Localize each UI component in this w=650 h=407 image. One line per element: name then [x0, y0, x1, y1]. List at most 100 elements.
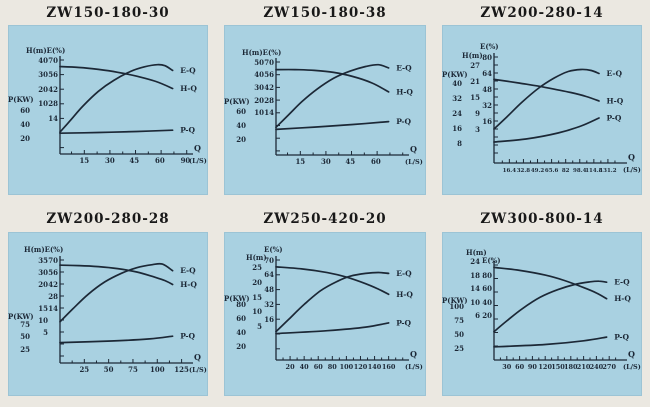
x-axis-tick-label: 45: [345, 157, 355, 166]
h-axis-tick-label: 40: [254, 70, 264, 80]
e-axis-tick-label: 80: [482, 270, 492, 280]
chart-panel: E(%) H(m) 70 25 64 20 48 15 32 10 16 5 P(KW) 80 60 40 20…: [224, 232, 426, 396]
p-axis-header: P(KW): [442, 296, 468, 305]
p-axis-tick-label: 20: [236, 341, 246, 351]
curve-label: E-Q: [607, 69, 623, 78]
p-axis-tick-label: 20: [236, 134, 246, 144]
h-axis-tick-label: 18: [470, 270, 480, 280]
e-axis-tick-label: 56: [48, 70, 58, 80]
h-axis-tick-label: 15: [470, 92, 480, 102]
curve-label: E-Q: [396, 63, 412, 72]
plot-area: 15 30 45 60 90(L/S) Q H-Q E-Q P-Q: [59, 56, 207, 165]
e-axis-tick-label: 48: [482, 84, 492, 94]
eq-curve: [275, 271, 390, 333]
e-axis-tick-label: 70: [264, 57, 274, 67]
h-axis-tick-label: 27: [470, 60, 480, 70]
p-axis-header: P(KW): [224, 294, 250, 303]
p-axis-header: P(KW): [442, 70, 468, 79]
curve-label: E-Q: [396, 269, 412, 278]
x-axis-tick-label: 100: [150, 365, 165, 374]
pq-curve: [493, 336, 608, 348]
x-axis-unit-label: (L/S): [189, 366, 207, 374]
x-axis-tick-label: 240: [590, 363, 604, 371]
hq-curve: [493, 266, 608, 300]
e-axis-tick-label: 70: [48, 255, 58, 265]
eq-curve: [493, 280, 608, 333]
chart-cell: ZW150-180-38 H(m)E(%) 50 70 40 56 30 42 20 28 10 1…: [216, 0, 434, 200]
chart-title: ZW250-420-20: [263, 211, 387, 227]
p-axis-header: P(KW): [8, 312, 34, 321]
curve-label: H-Q: [180, 280, 197, 289]
x-axis-tick-label: 60: [155, 156, 165, 165]
p-axis-tick-label: 16: [452, 123, 462, 133]
x-axis-tick-label: 114.8: [585, 168, 602, 174]
q-axis-label: Q: [628, 152, 635, 162]
h-axis-tick-label: 10: [252, 307, 262, 317]
p-axis-tick-label: 80: [236, 299, 246, 309]
chart-panel: H(m) E(%) 24 18 80 14 60 10 40 6 20 P(KW) 100 75 50 25 3…: [442, 232, 642, 396]
x-axis-tick-label: 60: [371, 157, 381, 166]
h-axis-tick-label: 20: [252, 277, 262, 287]
curve-label: H-Q: [607, 97, 624, 106]
pq-curve: [59, 129, 174, 135]
p-axis-tick-label: 60: [236, 106, 246, 116]
x-axis-tick-label: 98.4: [573, 168, 587, 174]
pq-curve: [275, 322, 390, 335]
h-axis-tick-label: 15: [38, 303, 48, 313]
q-axis-label: Q: [410, 144, 417, 154]
hq-curve: [493, 78, 600, 102]
axis-header: H(m)E(%): [26, 46, 66, 55]
curve-label: P-Q: [614, 333, 629, 342]
x-axis-tick-label: 82: [562, 168, 570, 174]
e-axis-tick-label: 16: [482, 116, 492, 126]
curve-label: E-Q: [180, 66, 196, 75]
plot-area: 20 40 60 80 100 120 140 160 (L/S) Q H-Q E-Q P-Q: [275, 256, 423, 371]
x-axis-tick-label: 25: [79, 365, 89, 374]
p-axis-tick-label: 32: [452, 93, 462, 103]
chart-cell: ZW250-420-20 E(%) H(m) 70 25 64 20 48 15 32 10 16 5…: [216, 200, 434, 407]
h-axis-tick-label: 10: [38, 99, 48, 109]
axis-header: H(m): [246, 253, 267, 262]
h-axis-tick-label: 30: [254, 82, 264, 92]
x-axis-tick-label: 30: [321, 157, 331, 166]
plot-area: 30 60 90 120 150 180 210 240 270 (L/S) Q H-Q E-Q P-Q: [493, 261, 641, 371]
h-axis-tick-label: 5: [43, 327, 48, 337]
x-axis-tick-label: 90: [528, 363, 538, 371]
e-axis-tick-label: 14: [48, 303, 58, 313]
curve-label: H-Q: [396, 290, 413, 299]
h-axis-tick-label: 10: [38, 315, 48, 325]
e-axis-tick-label: 40: [482, 297, 492, 307]
x-axis-tick-label: 80: [328, 363, 338, 371]
curve-label: P-Q: [180, 332, 195, 341]
eq-curve: [275, 63, 390, 129]
chart-cell: ZW200-280-14 E(%) H(m) 80 27 64 21 48 15 32 9 16 3 P…: [434, 0, 650, 200]
h-axis-tick-label: 5: [257, 322, 262, 332]
p-axis-tick-label: 40: [20, 119, 30, 129]
h-axis-tick-label: 20: [38, 84, 48, 94]
e-axis-tick-label: 64: [264, 270, 274, 280]
p-axis-tick-label: 75: [20, 319, 30, 329]
chart-title-cell: ZW300-800-14 H(m) E(%) 24 18 80 14 60 10 40 6 20 P(…: [434, 200, 650, 407]
hq-curve: [275, 68, 390, 93]
eq-curve: [59, 262, 174, 323]
p-axis-tick-label: 60: [20, 105, 30, 115]
h-axis-tick-label: 10: [254, 108, 264, 118]
x-axis-tick-label: 160: [382, 363, 396, 371]
e-axis-tick-label: 80: [482, 52, 492, 62]
q-axis-label: Q: [194, 352, 201, 362]
h-axis-tick-label: 50: [254, 57, 264, 67]
eq-curve: [493, 68, 600, 130]
h-axis-tick-label: 30: [38, 70, 48, 80]
e-axis-tick-label: 56: [48, 267, 58, 277]
q-axis-label: Q: [628, 349, 635, 359]
p-axis-tick-label: 20: [20, 133, 30, 143]
h-axis-tick-label: 35: [38, 255, 48, 265]
x-axis-tick-label: 15: [79, 156, 89, 165]
curve-label: P-Q: [180, 126, 195, 135]
x-axis-tick-label: 60: [314, 363, 324, 371]
e-axis-tick-label: 64: [482, 68, 492, 78]
x-axis-tick-label: 125: [174, 365, 189, 374]
curve-label: P-Q: [396, 318, 411, 327]
h-axis-tick-label: 20: [38, 279, 48, 289]
